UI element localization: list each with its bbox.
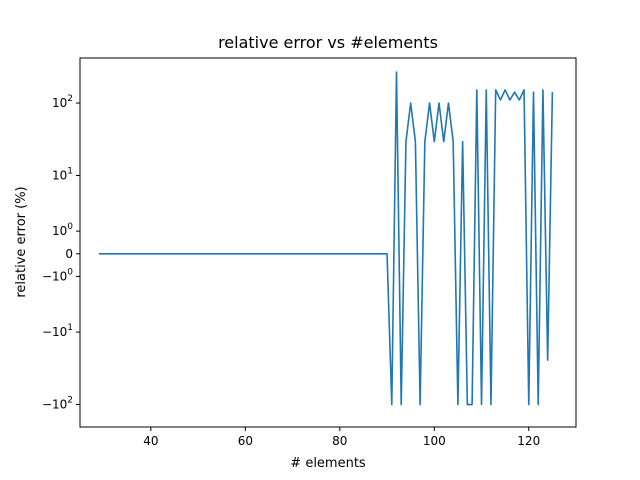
y-tick-label: 0 [65, 247, 73, 261]
y-tick-label: −102 [42, 396, 73, 412]
y-tick-label: 100 [52, 222, 73, 238]
y-axis-label: relative error (%) [14, 186, 29, 297]
x-tick-label: 80 [332, 434, 347, 448]
x-axis-label: # elements [290, 456, 366, 471]
x-tick-label: 60 [238, 434, 253, 448]
series-line-0 [98, 71, 554, 406]
x-tick-label: 100 [423, 434, 446, 448]
y-tick-label: 102 [52, 94, 73, 110]
plot-area [98, 71, 554, 406]
y-tick-label: 101 [52, 166, 73, 182]
chart-title: relative error vs #elements [218, 33, 438, 52]
x-tick-label: 40 [143, 434, 158, 448]
axes-frame [79, 57, 577, 428]
x-tick-label: 120 [517, 434, 540, 448]
y-tick-label: −100 [42, 267, 73, 283]
x-axis: 40 60 80 100 120 [143, 427, 540, 448]
y-axis: 102 101 100 0 −100 −101 −102 [42, 94, 80, 412]
y-tick-label: −101 [42, 323, 73, 339]
